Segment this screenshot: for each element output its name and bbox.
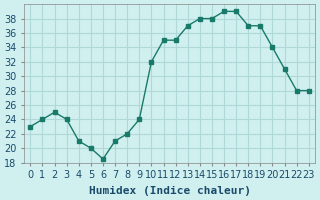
X-axis label: Humidex (Indice chaleur): Humidex (Indice chaleur) [89, 186, 251, 196]
